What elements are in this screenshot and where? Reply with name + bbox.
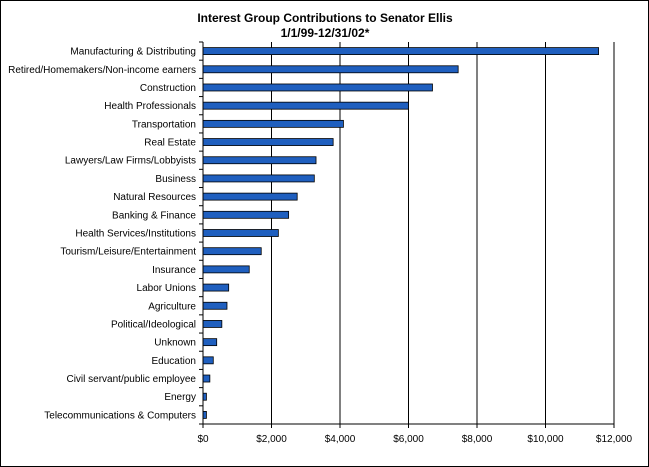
category-label: Real Estate [144, 138, 196, 149]
gridlines [271, 42, 615, 424]
bar [202, 301, 228, 310]
category-labels: Manufacturing & Distributing Retired/Home… [8, 47, 196, 422]
category-label: Political/Ideological [111, 319, 196, 330]
category-label: Natural Resources [113, 192, 196, 203]
bar [202, 411, 207, 419]
bar [202, 229, 279, 237]
bar [202, 338, 218, 347]
category-label: Labor Unions [137, 283, 196, 294]
bar [202, 83, 433, 92]
category-label: Manufacturing & Distributing [70, 47, 196, 58]
category-label: Construction [140, 83, 196, 94]
tick-label: $12,000 [596, 434, 633, 445]
bar [202, 374, 211, 383]
tick-label: $6,000 [393, 434, 424, 445]
tick-label: $0 [197, 434, 209, 445]
tick-label: $2,000 [256, 434, 287, 445]
category-label: Transportation [132, 119, 196, 130]
chart-title: Interest Group Contributions to Senator … [197, 11, 453, 25]
bars [202, 47, 599, 419]
category-label: Business [155, 174, 196, 185]
bar [202, 356, 214, 365]
bar [202, 283, 230, 292]
category-label: Lawyers/Law Firms/Lobbyists [65, 156, 196, 167]
bar [202, 210, 290, 219]
category-label: Telecommunications & Computers [44, 410, 196, 421]
category-label: Banking & Finance [112, 210, 196, 221]
bar [202, 47, 599, 55]
bar [202, 320, 223, 328]
category-label: Energy [164, 392, 196, 403]
bar [202, 138, 334, 146]
category-label: Unknown [154, 338, 196, 349]
tick-label: $4,000 [325, 434, 356, 445]
bar [202, 392, 207, 401]
category-label: Insurance [152, 265, 196, 276]
category-label: Education [152, 356, 196, 367]
chart-subtitle: 1/1/99-12/31/02* [281, 26, 370, 40]
tick-labels: $0 $2,000 $4,000 $6,000 $8,000 $10,000 $12,000 [197, 434, 632, 445]
category-label: Agriculture [148, 301, 196, 312]
bar [202, 192, 298, 201]
tick-label: $8,000 [462, 434, 493, 445]
axes [199, 41, 615, 428]
category-label: Health Services/Institutions [75, 229, 196, 240]
category-label: Health Professionals [104, 101, 196, 112]
category-label: Retired/Homemakers/Non-income earners [8, 65, 196, 76]
category-label: Civil servant/public employee [66, 374, 196, 385]
bar [202, 119, 344, 128]
bar [202, 156, 317, 165]
category-label: Tourism/Leisure/Entertainment [60, 247, 196, 258]
bar [202, 265, 250, 274]
tick-label: $10,000 [527, 434, 564, 445]
bar [202, 65, 459, 74]
bar [202, 247, 262, 256]
bar [202, 174, 315, 183]
bar [202, 101, 409, 110]
